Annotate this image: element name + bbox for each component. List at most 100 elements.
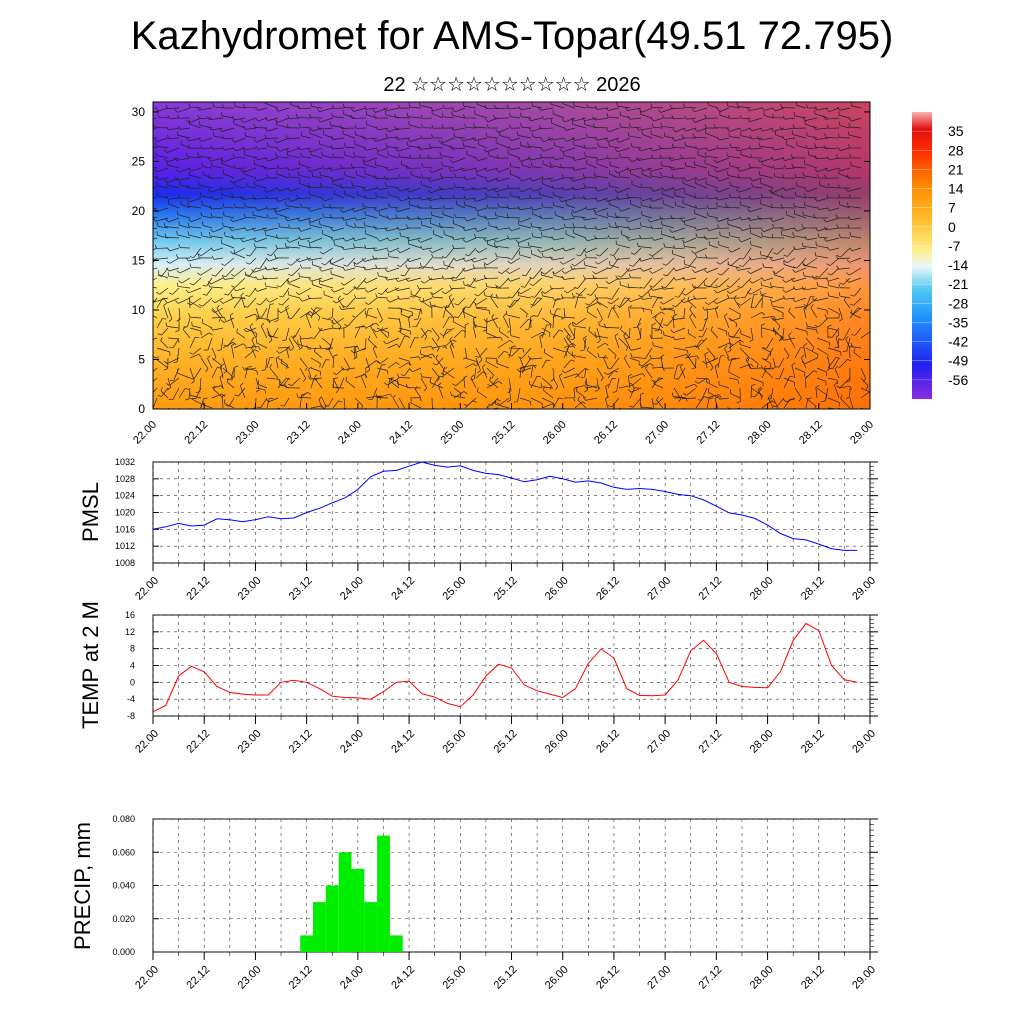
wind-barb — [510, 173, 521, 179]
wind-barb — [496, 363, 510, 369]
wind-barb — [397, 207, 411, 212]
wind-barb — [388, 256, 400, 259]
precip-bar — [300, 935, 313, 952]
wind-barb-flag — [509, 112, 511, 117]
wind-barb — [819, 207, 829, 210]
wind-barb-flag — [477, 387, 479, 392]
wind-barb — [584, 277, 598, 280]
wind-barb — [675, 205, 686, 209]
wind-barb — [687, 332, 697, 339]
wind-barb — [277, 357, 288, 366]
wind-barb-flag — [184, 388, 189, 390]
wind-barb-flag — [740, 339, 744, 343]
wind-barb — [341, 307, 356, 310]
wind-barb-flag — [310, 102, 313, 107]
wind-barb-flag — [680, 218, 684, 222]
wind-barb — [594, 117, 609, 121]
wind-barb-flag — [286, 123, 289, 128]
wind-barb — [816, 245, 829, 249]
wind-barb — [211, 357, 222, 366]
wind-barb — [532, 177, 543, 182]
wind-barb — [399, 156, 411, 159]
wind-barb — [818, 236, 829, 239]
wind-barb — [234, 277, 246, 288]
wind-barb-flag — [146, 282, 147, 286]
heatmap-xtick-label: 22.12 — [182, 419, 210, 447]
wind-barb — [825, 117, 840, 120]
wind-barb — [497, 177, 510, 182]
wind-barb — [596, 342, 606, 349]
wind-barb-flag — [240, 382, 244, 386]
wind-barb-flag — [470, 374, 474, 379]
wind-barb — [333, 287, 345, 293]
wind-barb-flag — [219, 300, 224, 304]
wind-barb-flag — [167, 272, 170, 277]
wind-barb — [441, 176, 455, 179]
wind-barb — [255, 387, 265, 391]
wind-barb — [654, 377, 664, 383]
wind-barb-flag — [736, 102, 739, 107]
wind-barb-flag — [340, 164, 343, 169]
wind-barb-flag — [703, 281, 706, 286]
wind-barb — [409, 187, 422, 193]
wind-barb — [385, 107, 400, 112]
wind-barb — [442, 165, 455, 169]
wind-barb — [202, 174, 213, 179]
wind-barb-flag — [251, 336, 255, 341]
wind-barb-flag — [372, 109, 376, 113]
wind-barb — [686, 177, 697, 182]
wind-barb — [499, 277, 510, 288]
wind-barb-flag — [292, 418, 294, 421]
wind-barb — [719, 114, 730, 119]
wind-barb — [728, 337, 732, 351]
wind-barb-flag — [662, 263, 667, 266]
wind-barb — [655, 397, 664, 405]
wind-barb — [510, 335, 521, 339]
wind-barb-flag — [681, 134, 684, 139]
wind-barb — [750, 267, 763, 274]
wind-barb — [156, 167, 169, 173]
wind-barb-flag — [496, 402, 501, 405]
wind-barb — [525, 267, 532, 277]
wind-barb — [630, 203, 642, 209]
wind-barb-flag — [872, 390, 875, 392]
wind-barb-flag — [197, 254, 200, 259]
wind-barb-flag — [636, 338, 641, 341]
wind-barb — [422, 137, 433, 140]
wind-barb — [310, 217, 323, 223]
wind-barb-flag — [850, 294, 855, 297]
wind-barb-flag — [696, 345, 700, 350]
wind-barb — [476, 174, 488, 179]
wind-barb — [524, 277, 532, 288]
wind-barb — [287, 154, 301, 159]
wind-barb — [501, 267, 510, 275]
wind-barb — [167, 377, 171, 388]
wind-barb-flag — [507, 399, 512, 403]
wind-barb-flag — [592, 123, 595, 128]
wind-barb — [233, 237, 246, 240]
wind-barb — [455, 186, 466, 189]
wind-barb-flag — [804, 188, 808, 192]
wind-barb-flag — [573, 386, 578, 389]
wind-barb — [728, 307, 741, 315]
wind-barb-flag — [318, 327, 321, 331]
wind-barb-flag — [452, 276, 457, 279]
wind-barb — [244, 147, 257, 151]
wind-barb — [605, 327, 620, 329]
wind-barb-flag — [280, 358, 283, 363]
wind-barb-flag — [506, 270, 510, 274]
wind-barb-flag — [306, 312, 310, 316]
wind-barb-flag — [210, 247, 214, 252]
wind-barb — [233, 247, 246, 255]
wind-barb — [620, 115, 631, 119]
wind-barb — [785, 287, 796, 293]
wind-barb-flag — [473, 363, 477, 367]
wind-barb — [153, 216, 158, 219]
wind-barb-flag — [256, 303, 261, 306]
wind-barb-flag — [264, 266, 268, 271]
wind-barb-flag — [794, 228, 798, 232]
wind-barb-flag — [210, 228, 214, 233]
wind-barb — [682, 202, 697, 209]
wind-barb-flag — [837, 193, 841, 198]
wind-barb-flag — [473, 123, 476, 128]
